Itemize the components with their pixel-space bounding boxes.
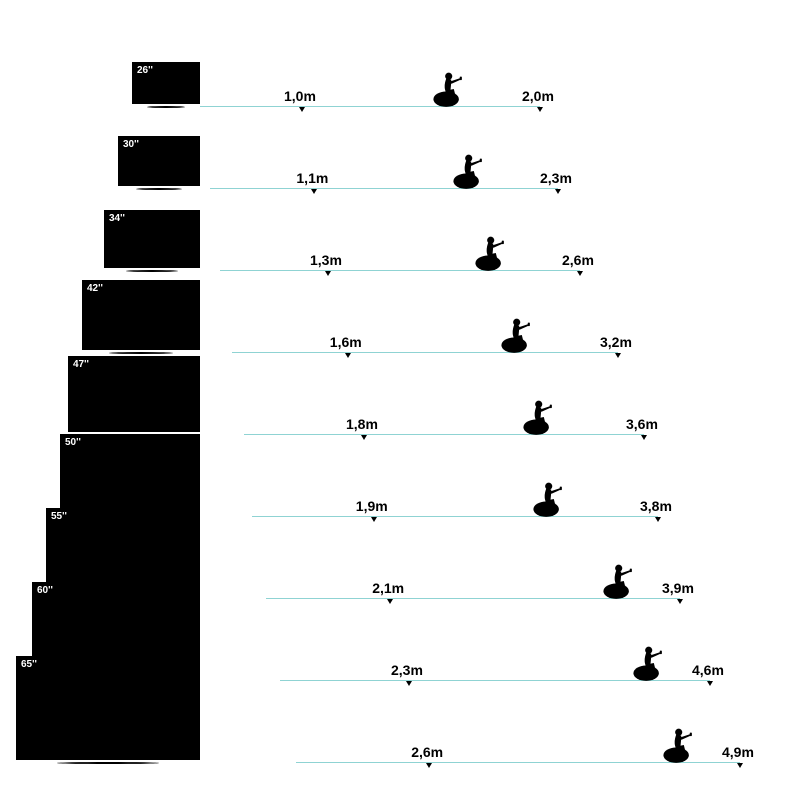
tv-row: 30'' 1,1m 2,3m <box>0 116 796 198</box>
tv-stand <box>147 106 184 108</box>
distance-range-line <box>252 516 658 517</box>
distance-range-line <box>210 188 558 189</box>
max-distance-tick-icon <box>655 517 661 522</box>
tv-stand <box>57 762 158 764</box>
seated-person-icon <box>660 726 694 764</box>
distance-range-line <box>200 106 540 107</box>
seated-person-icon <box>520 398 554 436</box>
seated-person-icon <box>630 644 664 682</box>
min-distance-label: 2,1m <box>372 580 404 596</box>
tv-icon: 42'' <box>82 280 200 350</box>
seated-person-icon <box>530 480 564 518</box>
max-distance-label: 3,8m <box>640 498 672 514</box>
max-distance-tick-icon <box>737 763 743 768</box>
tv-icon: 50'' <box>60 434 200 514</box>
max-distance-tick-icon <box>577 271 583 276</box>
min-distance-label: 1,3m <box>310 252 342 268</box>
min-distance-label: 1,8m <box>346 416 378 432</box>
max-distance-tick-icon <box>555 189 561 194</box>
tv-size-label: 65'' <box>21 659 37 670</box>
tv-size-label: 42'' <box>87 283 103 294</box>
seated-person-icon <box>450 152 484 190</box>
tv-size-label: 60'' <box>37 585 53 596</box>
seated-person-icon <box>498 316 532 354</box>
distance-range-line <box>232 352 618 353</box>
tv-size-label: 30'' <box>123 139 139 150</box>
tv-icon: 34'' <box>104 210 200 268</box>
min-distance-tick-icon <box>311 189 317 194</box>
tv-row: 65''2,6m4,9m <box>0 690 796 772</box>
tv-row: 47'' 1,8m 3,6m <box>0 362 796 444</box>
tv-icon: 65'' <box>16 656 200 760</box>
max-distance-tick-icon <box>707 681 713 686</box>
min-distance-tick-icon <box>361 435 367 440</box>
tv-size-label: 47'' <box>73 359 89 370</box>
max-distance-label: 2,0m <box>522 88 554 104</box>
tv-icon: 47'' <box>68 356 200 432</box>
max-distance-label: 3,6m <box>626 416 658 432</box>
tv-stand <box>136 188 181 190</box>
max-distance-tick-icon <box>615 353 621 358</box>
min-distance-label: 1,9m <box>356 498 388 514</box>
tv-stand <box>126 270 179 272</box>
max-distance-label: 3,2m <box>600 334 632 350</box>
tv-size-label: 50'' <box>65 437 81 448</box>
min-distance-tick-icon <box>387 599 393 604</box>
seated-person-icon <box>430 70 464 108</box>
distance-range-line <box>244 434 644 435</box>
max-distance-tick-icon <box>641 435 647 440</box>
min-distance-label: 1,0m <box>284 88 316 104</box>
min-distance-label: 1,1m <box>296 170 328 186</box>
min-distance-tick-icon <box>325 271 331 276</box>
min-distance-tick-icon <box>345 353 351 358</box>
max-distance-label: 2,3m <box>540 170 572 186</box>
seated-person-icon <box>472 234 506 272</box>
min-distance-label: 1,6m <box>330 334 362 350</box>
min-distance-label: 2,6m <box>411 744 443 760</box>
max-distance-label: 2,6m <box>562 252 594 268</box>
min-distance-tick-icon <box>426 763 432 768</box>
tv-size-label: 55'' <box>51 511 67 522</box>
distance-range-line <box>220 270 580 271</box>
min-distance-tick-icon <box>299 107 305 112</box>
tv-distance-chart: 26'' 1,0m 2,0m 30'' 1,1m 2,3m 34'' 1,3m 2,6m <box>0 0 796 799</box>
seated-person-icon <box>600 562 634 600</box>
tv-row: 26'' 1,0m 2,0m <box>0 34 796 116</box>
tv-row: 34'' 1,3m 2,6m <box>0 198 796 280</box>
min-distance-tick-icon <box>406 681 412 686</box>
max-distance-label: 3,9m <box>662 580 694 596</box>
max-distance-label: 4,6m <box>692 662 724 678</box>
tv-stand <box>109 352 174 354</box>
max-distance-tick-icon <box>677 599 683 604</box>
min-distance-tick-icon <box>371 517 377 522</box>
max-distance-tick-icon <box>537 107 543 112</box>
min-distance-label: 2,3m <box>391 662 423 678</box>
max-distance-label: 4,9m <box>722 744 754 760</box>
tv-size-label: 34'' <box>109 213 125 224</box>
tv-size-label: 26'' <box>137 65 153 76</box>
tv-row: 42'' 1,6m 3,2m <box>0 280 796 362</box>
tv-icon: 30'' <box>118 136 200 186</box>
tv-icon: 26'' <box>132 62 200 104</box>
